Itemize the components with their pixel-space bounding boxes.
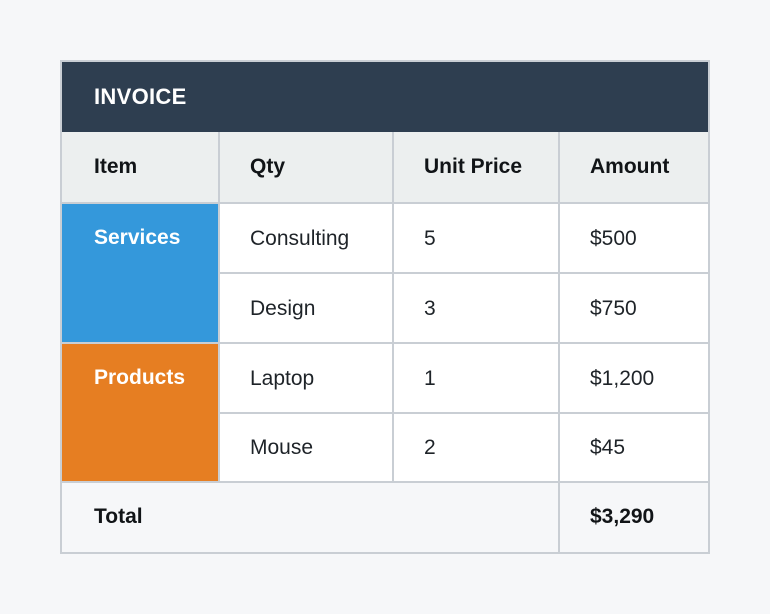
- row-qty: 1: [424, 367, 436, 390]
- column-header-item: Item: [62, 132, 218, 204]
- category-services: Services: [62, 204, 218, 344]
- total-label: Total: [62, 482, 558, 552]
- row-item: Design: [250, 297, 316, 320]
- category-products: Products: [62, 344, 218, 482]
- row-item: Mouse: [250, 436, 314, 459]
- row-qty: 3: [424, 297, 436, 320]
- grid-line: [62, 342, 708, 344]
- column-header-qty: Qty: [218, 132, 392, 204]
- row-amount: $750: [590, 297, 637, 320]
- invoice-table: INVOICE Item Qty Unit Price Amount Servi…: [60, 60, 710, 554]
- grid-line: [218, 272, 708, 274]
- row-qty: 5: [424, 227, 436, 250]
- row-item: Laptop: [250, 367, 315, 390]
- column-header-amount: Amount: [558, 132, 708, 204]
- row-qty: 2: [424, 436, 436, 459]
- grid-line: [218, 132, 220, 482]
- grid-line: [62, 481, 708, 483]
- row-item: Consulting: [250, 227, 350, 250]
- grid-line: [218, 412, 708, 414]
- row-amount: $500: [590, 227, 637, 250]
- row-amount: $45: [590, 436, 626, 459]
- total-value: $3,290: [558, 482, 708, 552]
- column-header-unit-price: Unit Price: [392, 132, 558, 204]
- invoice-title: INVOICE: [62, 62, 708, 132]
- row-amount: $1,200: [590, 367, 655, 390]
- grid-line: [392, 132, 394, 482]
